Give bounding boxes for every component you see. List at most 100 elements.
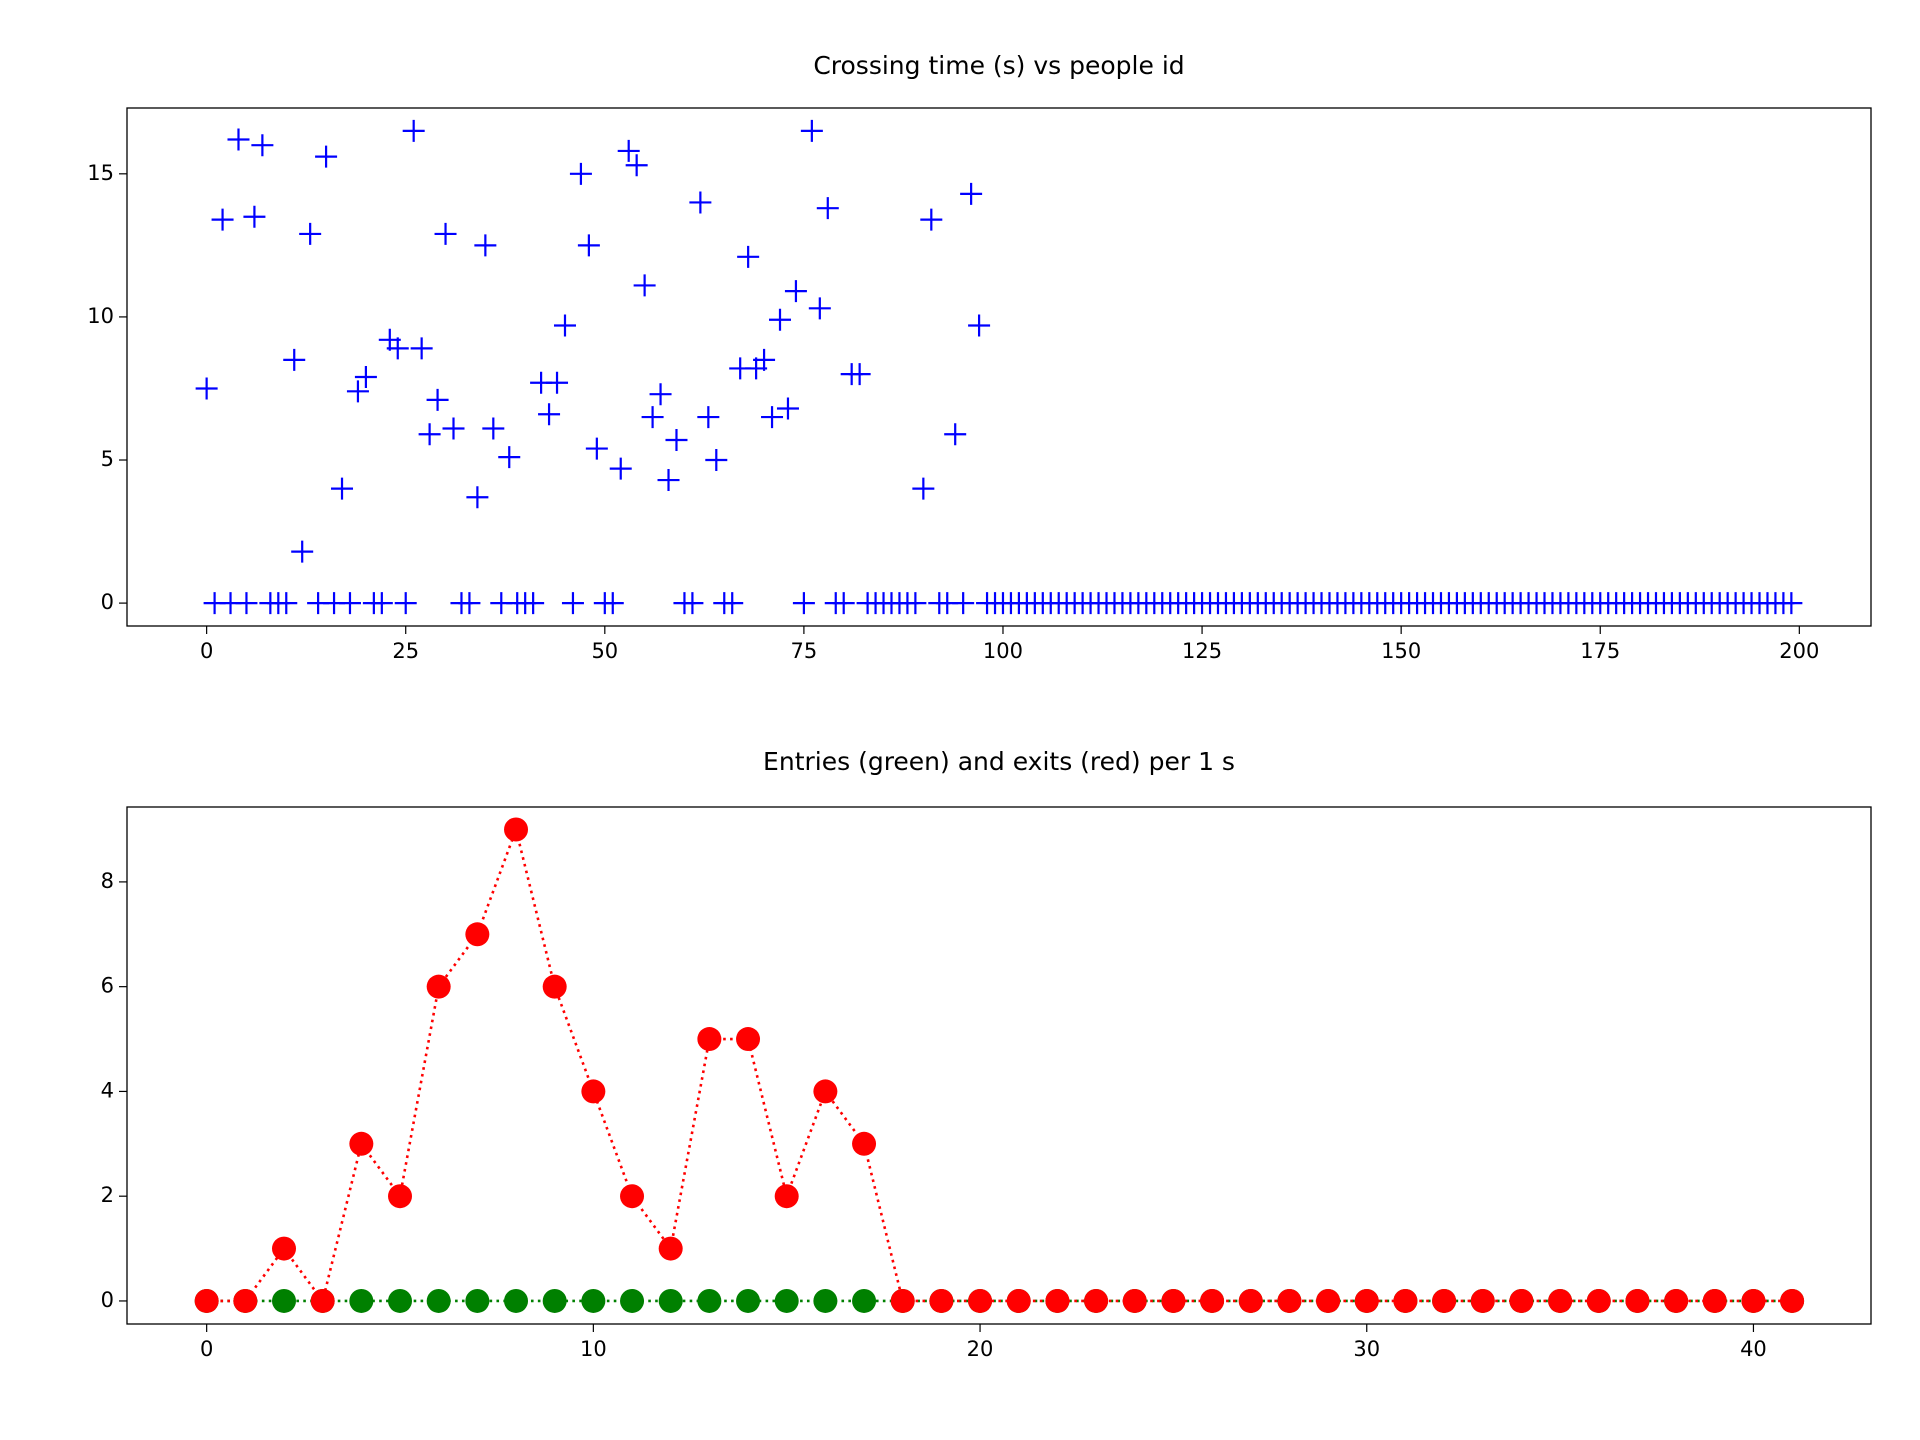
data-point	[890, 1288, 915, 1313]
data-point	[1509, 1288, 1534, 1313]
data-point	[458, 592, 481, 615]
data-point	[275, 592, 298, 615]
data-point	[920, 208, 943, 231]
y-tick-label: 4	[101, 1078, 114, 1102]
data-point	[235, 592, 258, 615]
data-point	[697, 1027, 722, 1052]
data-point	[1780, 1288, 1805, 1313]
data-point	[310, 1288, 335, 1313]
data-point	[349, 1288, 374, 1313]
data-point	[832, 592, 855, 615]
x-tick-label: 25	[392, 639, 419, 663]
data-point	[394, 592, 417, 615]
data-point	[852, 1131, 877, 1156]
data-point	[620, 1184, 645, 1209]
data-point	[665, 428, 688, 451]
data-point	[418, 423, 441, 446]
data-point	[426, 1288, 451, 1313]
y-tick-label: 8	[101, 869, 114, 893]
data-point	[657, 469, 680, 492]
data-point	[1200, 1288, 1225, 1313]
data-point	[800, 119, 823, 142]
y-tick-label: 0	[101, 1288, 114, 1312]
data-point	[1084, 1288, 1109, 1313]
y-tick-label: 5	[101, 447, 114, 471]
x-tick-label: 175	[1580, 639, 1620, 663]
data-point	[1161, 1288, 1186, 1313]
data-point	[1470, 1288, 1495, 1313]
data-point	[1548, 1288, 1573, 1313]
data-point	[620, 1288, 645, 1313]
data-point	[609, 457, 632, 480]
data-point	[410, 337, 433, 360]
series-line	[206, 825, 1793, 1304]
x-tick-label: 30	[1353, 1337, 1380, 1361]
axes-frame	[126, 806, 1872, 1325]
data-point	[601, 592, 624, 615]
data-point	[813, 1079, 838, 1104]
axes-frame	[126, 107, 1872, 627]
data-point	[697, 1288, 722, 1313]
data-point	[271, 1288, 296, 1313]
data-point	[929, 1288, 954, 1313]
x-tick-label: 200	[1779, 639, 1819, 663]
data-point	[465, 1288, 490, 1313]
data-point	[641, 406, 664, 429]
data-point	[251, 134, 274, 157]
data-point	[944, 423, 967, 446]
data-point	[776, 397, 799, 420]
data-point	[522, 592, 545, 615]
data-point	[233, 1288, 258, 1313]
data-point	[388, 1184, 413, 1209]
data-point	[736, 1288, 761, 1313]
data-point	[649, 383, 672, 406]
data-point	[848, 363, 871, 386]
x-tick-label: 0	[200, 1337, 213, 1361]
data-point	[1625, 1288, 1650, 1313]
data-point	[538, 403, 561, 426]
data-point	[466, 486, 489, 509]
data-point	[426, 974, 451, 999]
data-point	[465, 922, 490, 947]
chart-title: Entries (green) and exits (red) per 1 s	[763, 747, 1235, 776]
data-point	[721, 592, 744, 615]
data-point	[852, 1288, 877, 1313]
data-point	[271, 1236, 296, 1261]
x-tick-label: 40	[1740, 1337, 1767, 1361]
x-tick-label: 125	[1182, 639, 1222, 663]
data-point	[581, 1288, 606, 1313]
data-point	[227, 128, 250, 151]
data-point	[625, 154, 648, 177]
data-point	[774, 1184, 799, 1209]
data-point	[504, 817, 529, 842]
data-point	[1664, 1288, 1689, 1313]
chart-title: Crossing time (s) vs people id	[813, 51, 1184, 80]
data-point	[331, 477, 354, 500]
data-point	[388, 1288, 413, 1313]
data-point	[211, 208, 234, 231]
data-point	[315, 145, 338, 168]
data-point	[546, 371, 569, 394]
data-point	[681, 592, 704, 615]
data-point	[1393, 1288, 1418, 1313]
data-point	[904, 592, 927, 615]
chart-panel: Crossing time (s) vs people id0 25 50 75 100…	[87, 51, 1872, 663]
data-point	[761, 406, 784, 429]
data-point	[354, 366, 377, 389]
data-point	[808, 297, 831, 320]
data-point	[243, 205, 266, 228]
data-point	[1354, 1288, 1379, 1313]
data-point	[1432, 1288, 1457, 1313]
data-point	[658, 1288, 683, 1313]
data-point	[346, 380, 369, 403]
data-point	[912, 477, 935, 500]
data-point	[689, 191, 712, 214]
x-tick-label: 20	[967, 1337, 994, 1361]
data-point	[1122, 1288, 1147, 1313]
data-point	[774, 1288, 799, 1313]
data-point	[960, 182, 983, 205]
data-point	[504, 1288, 529, 1313]
data-point	[1741, 1288, 1766, 1313]
data-point	[577, 234, 600, 257]
data-point	[813, 1288, 838, 1313]
